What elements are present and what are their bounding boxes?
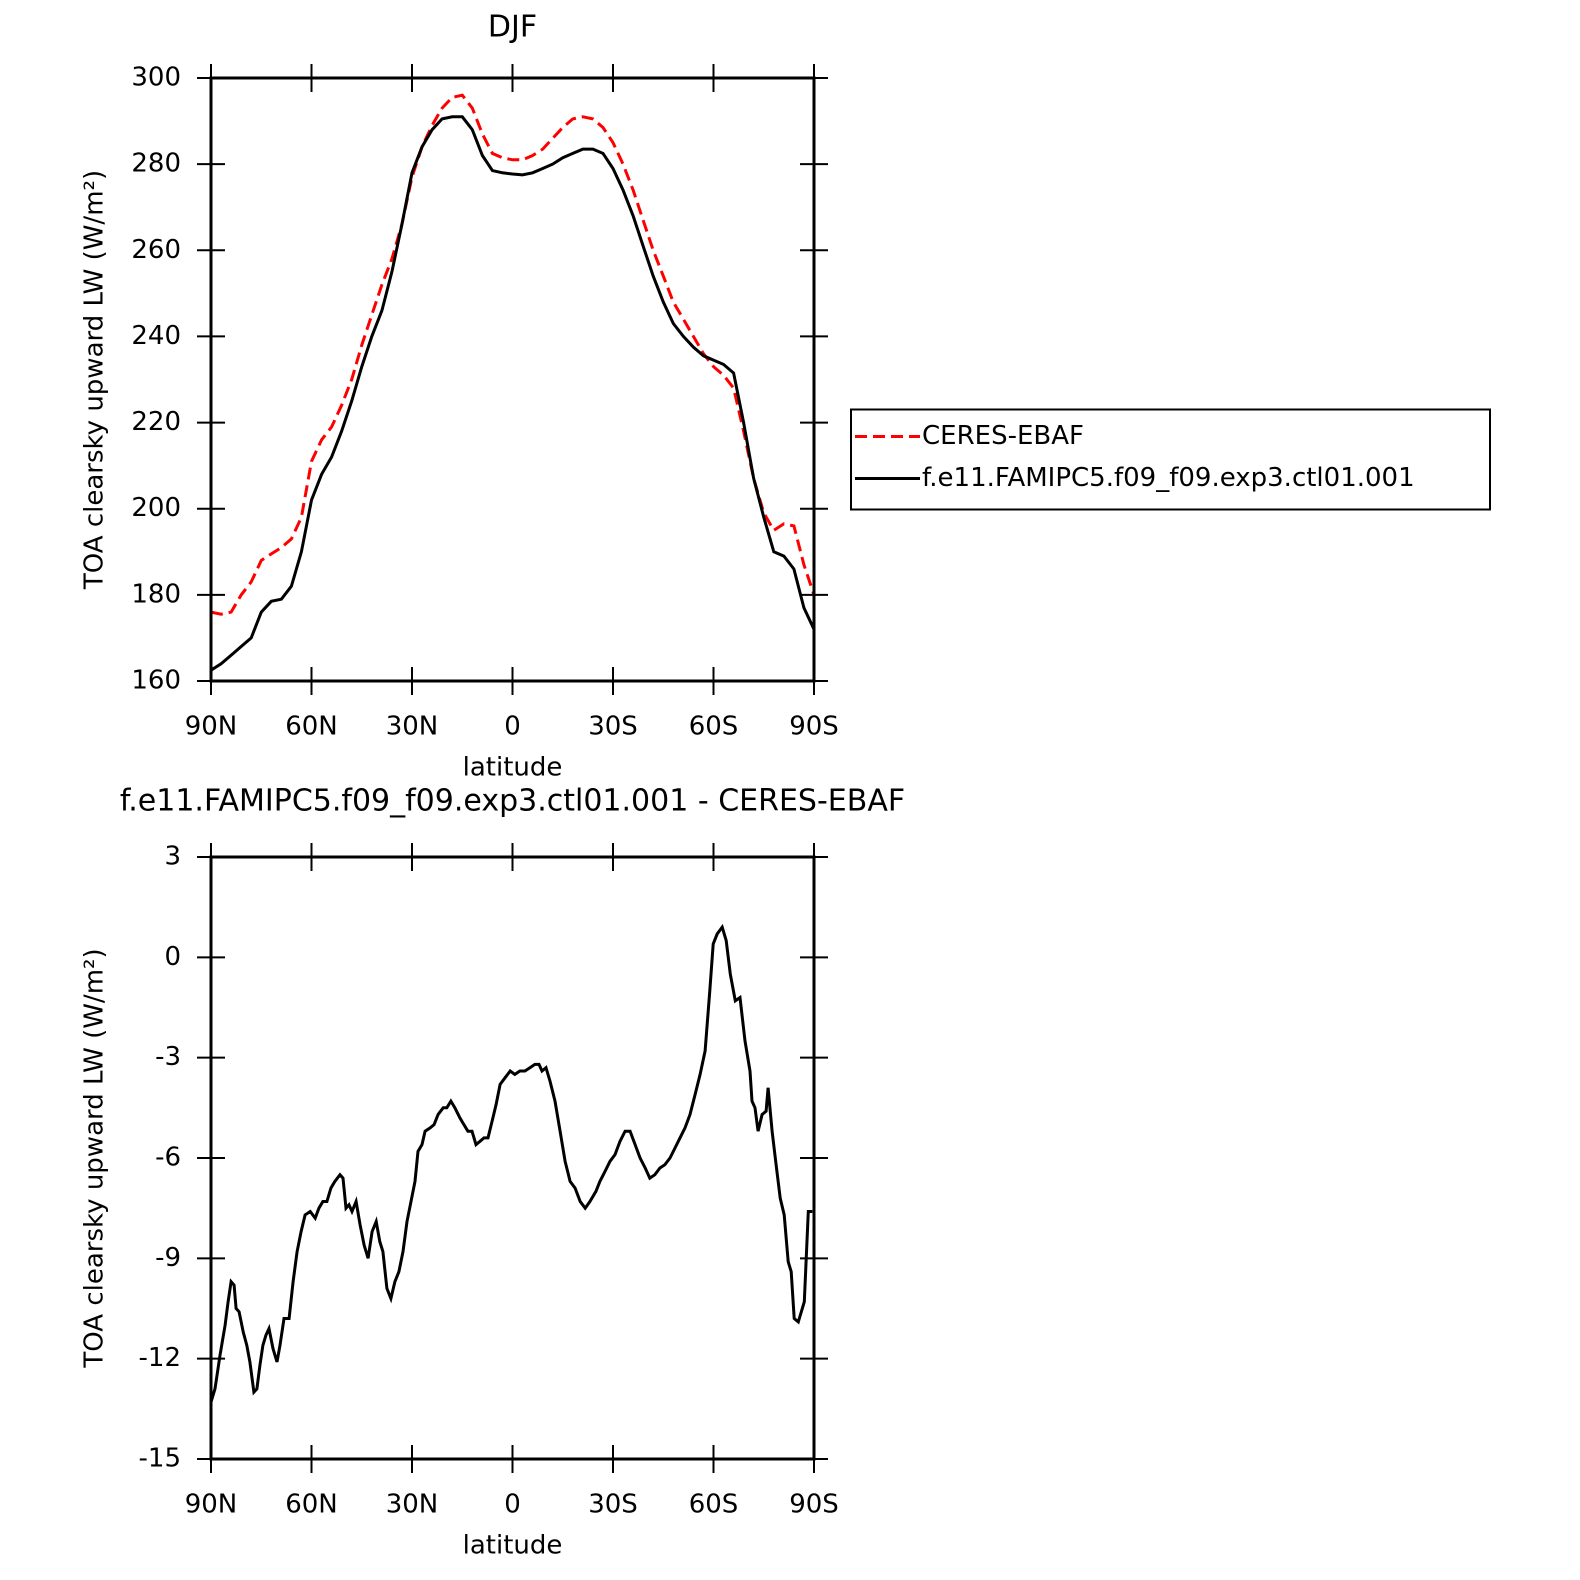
data-line <box>210 115 816 672</box>
legend-box <box>850 408 1491 511</box>
x-tick-label: 90S <box>789 712 839 742</box>
y-axis-label: TOA clearsky upward LW (W/m²) <box>80 948 110 1368</box>
y-tick-label: 300 <box>131 63 181 93</box>
x-tick-label: 30N <box>386 1490 439 1520</box>
y-axis-label: TOA clearsky upward LW (W/m²) <box>80 170 110 590</box>
x-tick-label: 30S <box>588 712 638 742</box>
chart-title: DJF <box>488 10 537 45</box>
x-tick-label: 30N <box>386 712 439 742</box>
x-tick-label: 0 <box>504 712 521 742</box>
y-tick-label: -3 <box>155 1042 181 1072</box>
plot-frame <box>209 855 816 1461</box>
x-axis-label: latitude <box>463 1531 563 1561</box>
chart-title: f.e11.FAMIPC5.f09_f09.exp3.ctl01.001 - C… <box>120 784 905 819</box>
y-tick-label: 160 <box>131 666 181 696</box>
plot-frame <box>209 76 816 683</box>
y-tick-label: 240 <box>131 321 181 351</box>
x-tick-label: 60S <box>689 1490 739 1520</box>
y-tick-label: 280 <box>131 149 181 179</box>
x-tick-label: 30S <box>588 1490 638 1520</box>
x-tick-label: 90N <box>185 712 238 742</box>
legend-label: f.e11.FAMIPC5.f09_f09.exp3.ctl01.001 <box>922 463 1415 493</box>
y-tick-label: 3 <box>164 842 181 872</box>
data-line <box>210 93 816 616</box>
y-tick-label: -9 <box>155 1243 181 1273</box>
data-line <box>209 923 813 1403</box>
y-tick-label: 260 <box>131 235 181 265</box>
x-tick-label: 60S <box>689 712 739 742</box>
x-axis-label: latitude <box>463 753 563 783</box>
x-tick-label: 90S <box>789 1490 839 1520</box>
y-tick-label: -6 <box>155 1143 181 1173</box>
y-tick-label: 220 <box>131 407 181 437</box>
y-tick-label: 200 <box>131 493 181 523</box>
legend-label: CERES-EBAF <box>922 421 1084 451</box>
y-tick-label: -12 <box>139 1343 181 1373</box>
x-tick-label: 60N <box>285 1490 338 1520</box>
x-tick-label: 60N <box>285 712 338 742</box>
y-tick-label: 180 <box>131 579 181 609</box>
y-tick-label: 0 <box>164 942 181 972</box>
y-tick-label: -15 <box>139 1444 181 1474</box>
x-tick-label: 90N <box>185 1490 238 1520</box>
x-tick-label: 0 <box>504 1490 521 1520</box>
